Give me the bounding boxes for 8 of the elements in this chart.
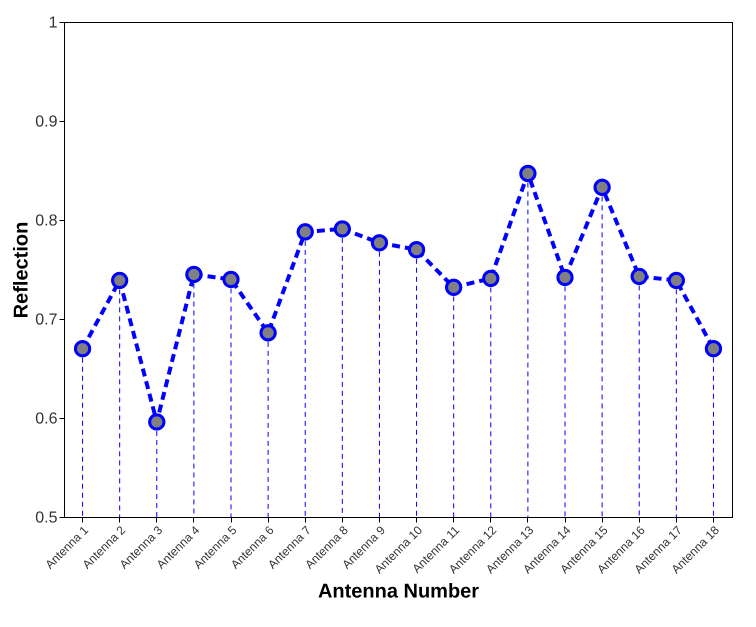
y-tick-label: 0.8 xyxy=(35,212,58,230)
x-axis-title: Antenna Number xyxy=(318,580,480,603)
y-tick-label: 0.5 xyxy=(35,510,58,526)
y-tick-label: 0.9 xyxy=(35,114,58,130)
y-tick-label: 0.7 xyxy=(35,312,58,328)
y-axis-title: Reflection xyxy=(10,222,32,318)
y-tick-label: 1 xyxy=(48,14,58,32)
y-tick-label: 0.6 xyxy=(35,410,58,428)
